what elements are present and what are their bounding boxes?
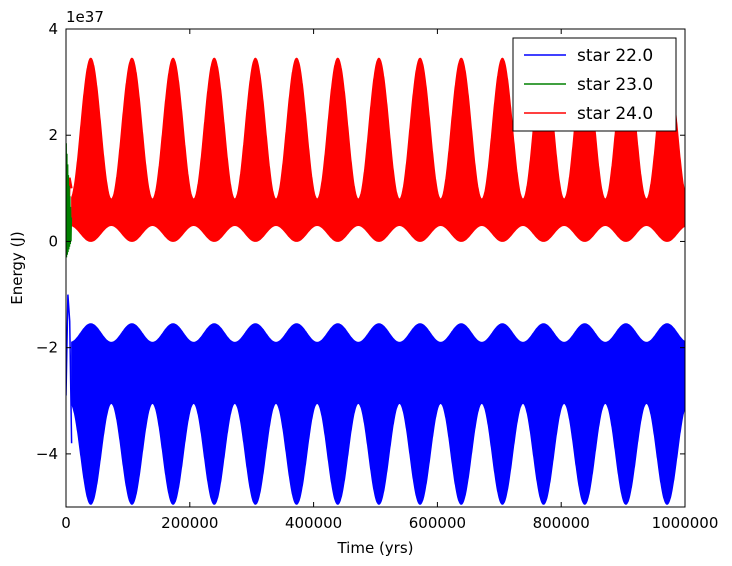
y-axis-label: Energy (J)	[8, 231, 26, 304]
y-tick-label: 0	[48, 232, 58, 250]
x-axis-label: Time (yrs)	[336, 539, 413, 557]
y-tick-label: −4	[36, 445, 58, 463]
x-tick-label: 1000000	[652, 514, 719, 532]
x-tick-label: 400000	[285, 514, 342, 532]
x-tick-label: 800000	[533, 514, 590, 532]
x-tick-label: 0	[61, 514, 71, 532]
x-tick-label: 600000	[409, 514, 466, 532]
ticks-layer: 0 200000 400000 600000 800000 1000000 −4 −2 0 2 4	[36, 20, 719, 532]
x-tick-label: 200000	[161, 514, 218, 532]
legend: star 22.0 star 23.0 star 24.0	[512, 37, 677, 132]
legend-label: star 23.0	[577, 75, 653, 95]
plot-frame	[65, 28, 686, 508]
y-offset-text: 1e37	[66, 8, 104, 26]
series-area-star-24	[71, 57, 685, 242]
legend-label: star 24.0	[577, 104, 653, 124]
series-line-star-22-transient	[66, 294, 73, 444]
y-tick-label: 2	[48, 126, 58, 144]
legend-label: star 22.0	[577, 46, 653, 66]
legend-entries: star 22.0 star 23.0 star 24.0	[524, 46, 653, 124]
y-tick-label: −2	[36, 339, 58, 357]
y-tick-label: 4	[48, 20, 58, 38]
series-line-star-23	[66, 143, 73, 261]
series-layer	[66, 57, 685, 505]
series-area-star-22	[71, 323, 685, 505]
